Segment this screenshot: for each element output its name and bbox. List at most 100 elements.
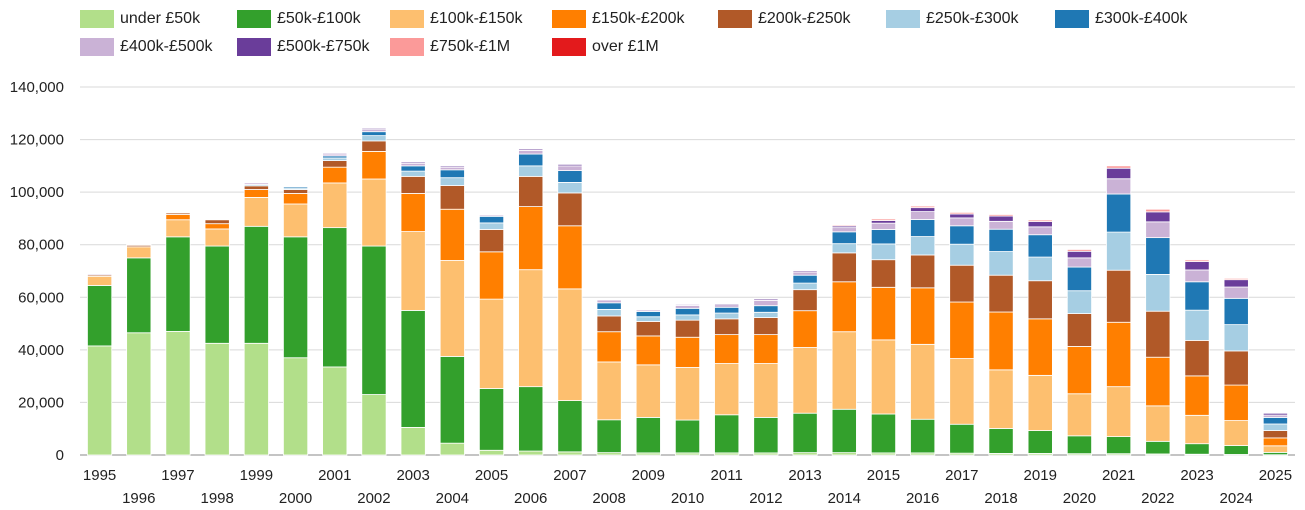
- bar-segment: [400, 175, 426, 194]
- bar-segment: [1066, 313, 1092, 347]
- y-tick-label: 140,000: [10, 79, 64, 96]
- bar-segment: [557, 192, 583, 227]
- bar-segment: [949, 213, 975, 219]
- bar-segment: [478, 449, 505, 456]
- bar-segment: [1106, 178, 1132, 195]
- bar-segment: [557, 182, 583, 194]
- bar-segment: [910, 219, 936, 237]
- bar-segment: [949, 217, 975, 227]
- legend-label: over £1M: [592, 38, 659, 55]
- legend-item: £300k-£400k: [1055, 8, 1188, 30]
- bar-segment: [831, 252, 857, 283]
- legend-label: £400k-£500k: [120, 38, 213, 55]
- bar-segment: [753, 297, 779, 300]
- bar-segment: [126, 257, 152, 334]
- bar-segment: [400, 310, 426, 428]
- bar-segment: [714, 306, 740, 314]
- bar-segment: [1223, 277, 1249, 281]
- legend-item: £500k-£750k: [237, 36, 370, 58]
- bar-segment: [988, 251, 1014, 276]
- bar-segment: [126, 244, 152, 246]
- bar-segment: [714, 334, 740, 364]
- x-tick-label: 2008: [592, 490, 625, 507]
- bar-segment: [910, 287, 936, 345]
- bar-segment: [87, 285, 113, 347]
- bar-segment: [1066, 435, 1092, 455]
- legend-item: £200k-£250k: [718, 8, 851, 30]
- bar-segment: [949, 423, 975, 454]
- bar-segment: [753, 417, 779, 454]
- x-tick-label: 2010: [671, 490, 704, 507]
- bar-segment: [87, 345, 113, 456]
- x-tick-label: 2020: [1063, 490, 1096, 507]
- bar-segment: [596, 298, 622, 300]
- bar-segment: [478, 215, 505, 224]
- bar-segment: [1066, 290, 1092, 314]
- legend-swatch: [552, 10, 586, 28]
- bar-segment: [1145, 274, 1171, 312]
- bar-segment: [478, 213, 505, 215]
- legend-swatch: [552, 38, 586, 56]
- bar-segment: [596, 302, 622, 310]
- bar-segment: [949, 358, 975, 425]
- bar-segment: [831, 408, 857, 454]
- legend-swatch: [237, 38, 271, 56]
- y-tick-label: 80,000: [18, 237, 64, 254]
- bar-segment: [439, 177, 465, 186]
- bar-segment: [870, 222, 897, 230]
- bar-segment: [753, 317, 779, 336]
- x-tick-label: 2025: [1259, 467, 1292, 484]
- bar-segment: [792, 274, 818, 284]
- bar-segment: [518, 153, 544, 167]
- bar-segment: [400, 426, 426, 456]
- bar-segment: [753, 363, 779, 418]
- bar-segment: [1027, 280, 1053, 320]
- bar-segment: [1027, 221, 1053, 228]
- bar-segment: [1184, 443, 1210, 455]
- bar-segment: [753, 311, 779, 318]
- bar-segment: [165, 214, 191, 221]
- bar-segment: [1223, 350, 1249, 386]
- bar-segment: [518, 269, 544, 388]
- bar-segment: [635, 316, 661, 322]
- bar-segment: [322, 166, 348, 184]
- bar-segment: [596, 361, 622, 421]
- bar-segment: [1027, 226, 1053, 236]
- bar-segment: [204, 342, 230, 456]
- bar-segment: [1145, 211, 1171, 223]
- bar-segment: [870, 339, 897, 415]
- x-tick-label: 2016: [906, 490, 939, 507]
- bar-segment: [361, 135, 387, 142]
- bar-segment: [910, 236, 936, 256]
- bar-segment: [1223, 279, 1249, 288]
- bar-segment: [792, 282, 818, 291]
- x-tick-label: 2000: [279, 490, 312, 507]
- legend-label: £750k-£1M: [430, 38, 511, 55]
- bar-segment: [674, 336, 701, 368]
- bar-segment: [165, 211, 191, 214]
- bar-segment: [870, 413, 897, 454]
- bar-segment: [1145, 405, 1171, 442]
- legend-swatch: [80, 10, 114, 28]
- x-tick-label: 2005: [475, 467, 508, 484]
- y-tick-label: 20,000: [18, 394, 64, 411]
- bar-segment: [1106, 165, 1132, 169]
- x-tick-label: 1996: [122, 490, 155, 507]
- bar-segment: [1027, 219, 1053, 222]
- legend-item: £400k-£500k: [80, 36, 213, 58]
- x-tick-label: 2015: [867, 467, 900, 484]
- bar-segment: [635, 311, 661, 318]
- bar-segment: [204, 245, 230, 344]
- x-tick-label: 1998: [200, 490, 233, 507]
- bar-segment: [1106, 386, 1132, 437]
- bar-segment: [1106, 167, 1132, 180]
- bar-segment: [557, 163, 583, 165]
- bar-segment: [322, 160, 348, 168]
- bar-segment: [361, 131, 387, 137]
- bar-segment: [714, 363, 740, 416]
- bar-segment: [714, 302, 740, 304]
- x-tick-label: 2007: [553, 467, 586, 484]
- bar-segment: [518, 147, 544, 150]
- bar-segment: [714, 414, 740, 454]
- bar-segment: [1184, 339, 1210, 377]
